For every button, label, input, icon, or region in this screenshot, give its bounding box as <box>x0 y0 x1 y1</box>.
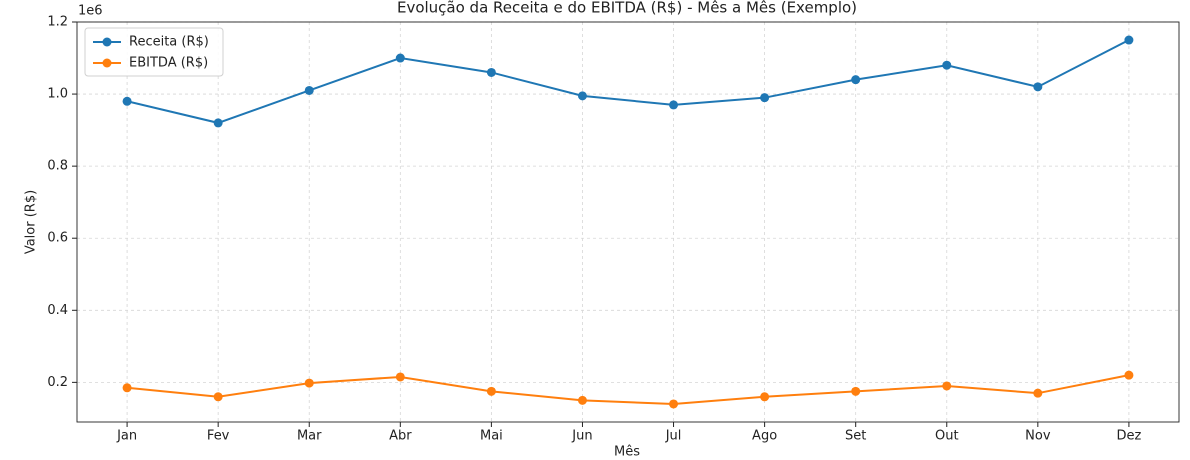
marker <box>669 399 679 409</box>
chart-title: Evolução da Receita e do EBITDA (R$) - M… <box>397 0 857 17</box>
marker <box>942 60 952 70</box>
marker <box>213 118 223 128</box>
x-tick-label: Jul <box>665 429 682 444</box>
y-axis-label: Valor (R$) <box>24 190 39 254</box>
marker <box>122 383 132 393</box>
marker <box>486 67 496 77</box>
marker <box>577 395 587 405</box>
marker <box>1124 370 1134 380</box>
marker <box>304 378 314 388</box>
marker <box>1033 388 1043 398</box>
legend-marker <box>102 58 112 68</box>
marker <box>851 386 861 396</box>
marker <box>760 93 770 103</box>
marker <box>577 91 587 101</box>
x-tick-label: Mar <box>297 429 322 444</box>
x-tick-label: Set <box>845 429 866 444</box>
marker <box>942 381 952 391</box>
line <box>126 374 1130 405</box>
y-tick-label: 0.8 <box>47 159 68 174</box>
y-tick-label: 1.2 <box>47 15 68 30</box>
x-tick-label: Nov <box>1025 429 1051 444</box>
x-tick-label: Jun <box>571 429 592 444</box>
x-tick-label: Fev <box>207 429 230 444</box>
marker <box>760 392 770 402</box>
legend-marker <box>102 37 112 47</box>
line <box>126 39 1130 124</box>
x-tick-label: Dez <box>1116 429 1141 444</box>
x-tick-label: Out <box>935 429 959 444</box>
y-tick-label: 0.6 <box>47 231 68 246</box>
y-tick-label: 1.0 <box>47 87 68 102</box>
marker <box>486 386 496 396</box>
x-tick-label: Ago <box>752 429 777 444</box>
marker <box>1033 82 1043 92</box>
y-offset-label: 1e6 <box>78 4 103 19</box>
x-tick-label: Jan <box>116 429 137 444</box>
marker <box>395 372 405 382</box>
x-tick-label: Abr <box>389 429 412 444</box>
y-tick-label: 0.4 <box>47 303 68 318</box>
marker <box>395 53 405 63</box>
marker <box>1124 35 1134 45</box>
marker <box>304 85 314 95</box>
x-axis-label: Mês <box>614 445 640 460</box>
marker <box>669 100 679 110</box>
marker <box>851 75 861 85</box>
y-tick-label: 0.2 <box>47 375 68 390</box>
plot-frame <box>76 21 1180 423</box>
marker <box>122 96 132 106</box>
legend-label: Receita (R$) <box>129 35 209 50</box>
x-tick-label: Mai <box>480 429 503 444</box>
legend-label: EBITDA (R$) <box>129 56 208 71</box>
marker <box>213 392 223 402</box>
